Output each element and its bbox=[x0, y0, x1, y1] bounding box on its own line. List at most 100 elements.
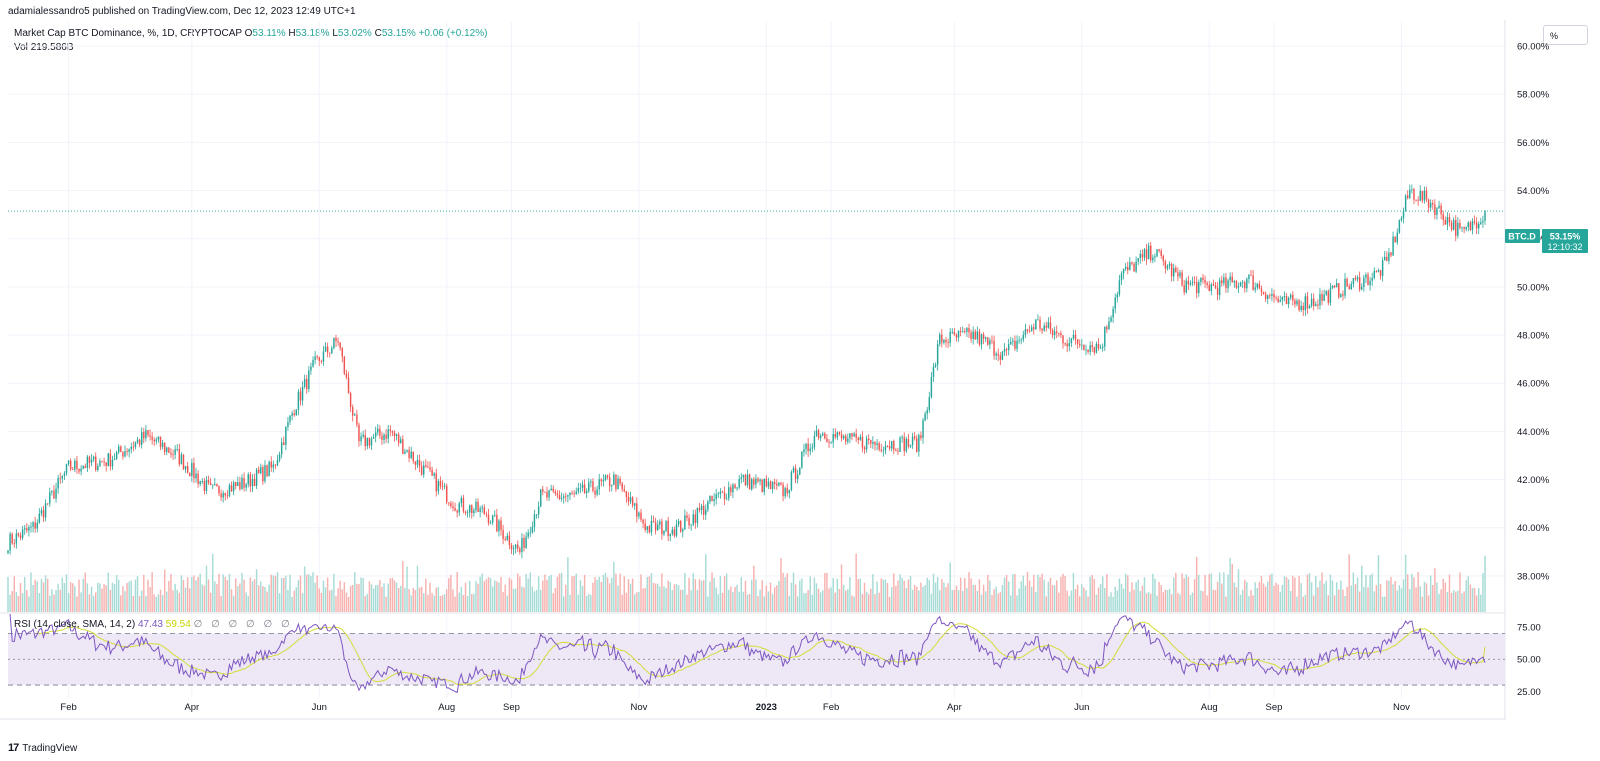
candle-body bbox=[608, 477, 611, 487]
volume-bar bbox=[949, 562, 951, 612]
volume-bar bbox=[347, 596, 350, 612]
volume-bar bbox=[1208, 574, 1210, 612]
volume-bar bbox=[13, 576, 15, 612]
volume-bar bbox=[1041, 573, 1043, 612]
candle-body bbox=[237, 482, 239, 486]
candle-body bbox=[1361, 286, 1363, 290]
volume-bar bbox=[750, 579, 753, 612]
volume-bar bbox=[32, 584, 34, 612]
volume-bar bbox=[1175, 572, 1177, 612]
candle-body bbox=[437, 481, 440, 492]
volume-bar bbox=[1333, 595, 1336, 612]
candle-body bbox=[947, 342, 949, 344]
candle-body bbox=[987, 337, 989, 345]
candle-body bbox=[1106, 326, 1108, 330]
candle-body bbox=[1083, 344, 1085, 350]
candle-body bbox=[976, 331, 979, 340]
volume-bar bbox=[170, 573, 172, 612]
price-axis[interactable]: 60.00%58.00%56.00%54.00%52.00%50.00%48.0… bbox=[1517, 42, 1550, 698]
volume-bar bbox=[955, 585, 958, 612]
volume-bar bbox=[939, 590, 941, 612]
volume-bar bbox=[901, 577, 903, 612]
volume-bar bbox=[262, 586, 264, 612]
volume-bar bbox=[805, 592, 807, 612]
candle-body bbox=[849, 433, 851, 439]
candle-body bbox=[855, 433, 857, 438]
volume-bar bbox=[671, 589, 674, 612]
volume-bar bbox=[90, 586, 93, 612]
volume-bar bbox=[1312, 595, 1315, 612]
candle-body bbox=[1388, 252, 1390, 261]
volume-bar bbox=[847, 589, 849, 612]
candle-body bbox=[763, 478, 765, 492]
volume-bar bbox=[842, 584, 845, 612]
volume-bar bbox=[293, 590, 295, 612]
candle-body bbox=[542, 489, 544, 492]
candle-body bbox=[13, 543, 15, 545]
candle-body bbox=[1269, 295, 1271, 297]
volume-bar bbox=[1141, 585, 1144, 612]
volume-bar bbox=[987, 574, 989, 612]
volume-bar bbox=[579, 580, 582, 612]
vol-label[interactable]: Vol bbox=[14, 42, 28, 53]
symbol-title[interactable]: Market Cap BTC Dominance, %, 1D, CRYPTOC… bbox=[14, 28, 242, 39]
candle-body bbox=[1446, 217, 1449, 225]
volume-bar bbox=[663, 586, 665, 612]
volume-bar bbox=[232, 595, 235, 612]
time-axis[interactable]: Feb Apr Jun Aug Sep Nov 2023 Feb Apr Jun Aug Sep Nov bbox=[60, 702, 1410, 713]
candle-body bbox=[368, 437, 371, 446]
candle-body bbox=[1459, 222, 1461, 229]
volume-bar bbox=[176, 589, 178, 612]
volume-bar bbox=[433, 595, 435, 612]
candle-body bbox=[934, 364, 937, 367]
rsi-title[interactable]: RSI (14, close, SMA, 14, 2) bbox=[14, 619, 136, 630]
candle-body bbox=[1010, 341, 1012, 345]
volume-bar bbox=[1285, 577, 1288, 612]
time-tick-label: Feb bbox=[823, 702, 839, 713]
volume-bar bbox=[63, 583, 66, 612]
candle-body bbox=[268, 461, 270, 477]
candle-body bbox=[880, 449, 882, 451]
volume-bar bbox=[214, 581, 216, 612]
volume-bar bbox=[335, 596, 337, 612]
volume-bar bbox=[245, 592, 247, 612]
candle-body bbox=[1060, 333, 1062, 336]
candle-body bbox=[69, 460, 72, 470]
volume-bar bbox=[1147, 592, 1150, 612]
volume-bar bbox=[1231, 563, 1233, 612]
volume-bar bbox=[28, 596, 30, 612]
candle-body bbox=[218, 485, 220, 494]
candle-body bbox=[383, 434, 385, 440]
candle-body bbox=[1457, 222, 1459, 236]
volume-bar bbox=[817, 588, 820, 612]
candle-body bbox=[67, 460, 70, 465]
volume-bar bbox=[1106, 574, 1108, 612]
candle-body bbox=[1252, 275, 1254, 290]
candle-body bbox=[431, 469, 433, 476]
volume-bar bbox=[1392, 584, 1394, 612]
candle-body bbox=[224, 492, 226, 496]
tradingview-brand[interactable]: 17 TradingView bbox=[8, 742, 77, 754]
candle-body bbox=[916, 438, 918, 452]
candle-body bbox=[1168, 264, 1171, 266]
volume-bar bbox=[1436, 582, 1438, 612]
percent-scale-button[interactable]: % bbox=[1543, 25, 1588, 45]
volume-bar bbox=[928, 579, 931, 612]
candle-body bbox=[92, 456, 95, 460]
volume-bar bbox=[1413, 577, 1415, 612]
volume-bar bbox=[366, 593, 369, 612]
volume-bar bbox=[456, 572, 458, 612]
volume-bar bbox=[101, 588, 103, 612]
candle-body bbox=[473, 510, 475, 514]
volume-bar bbox=[730, 586, 732, 612]
volume-bar bbox=[1239, 594, 1242, 612]
candle-body bbox=[1463, 227, 1465, 230]
volume-bar bbox=[193, 575, 195, 612]
volume-bar bbox=[517, 573, 519, 612]
volume-bar bbox=[1003, 577, 1006, 612]
candle-body bbox=[483, 507, 486, 515]
volume-bar bbox=[888, 596, 891, 612]
volume-bar bbox=[320, 593, 323, 612]
candle-body bbox=[1292, 295, 1294, 301]
